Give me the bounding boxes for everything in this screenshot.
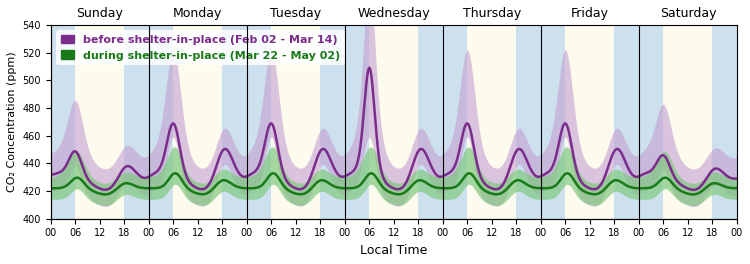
X-axis label: Local Time: Local Time: [360, 244, 428, 257]
Bar: [124, 25, 148, 219]
Bar: [148, 25, 173, 219]
Bar: [370, 25, 419, 219]
Bar: [247, 25, 272, 219]
Bar: [541, 25, 566, 219]
Y-axis label: CO₂ Concentration (ppm): CO₂ Concentration (ppm): [7, 51, 17, 192]
Bar: [639, 25, 664, 219]
Bar: [467, 25, 517, 219]
Bar: [517, 25, 541, 219]
Bar: [712, 25, 737, 219]
Bar: [75, 25, 124, 219]
Bar: [614, 25, 639, 219]
Bar: [345, 25, 370, 219]
Bar: [419, 25, 443, 219]
Bar: [173, 25, 222, 219]
Bar: [443, 25, 467, 219]
Bar: [320, 25, 345, 219]
Bar: [222, 25, 247, 219]
Bar: [272, 25, 320, 219]
Bar: [566, 25, 614, 219]
Bar: [664, 25, 712, 219]
Bar: [51, 25, 75, 219]
Legend: before shelter-in-place (Feb 02 - Mar 14), during shelter-in-place (Mar 22 - May: before shelter-in-place (Feb 02 - Mar 14…: [56, 30, 345, 65]
